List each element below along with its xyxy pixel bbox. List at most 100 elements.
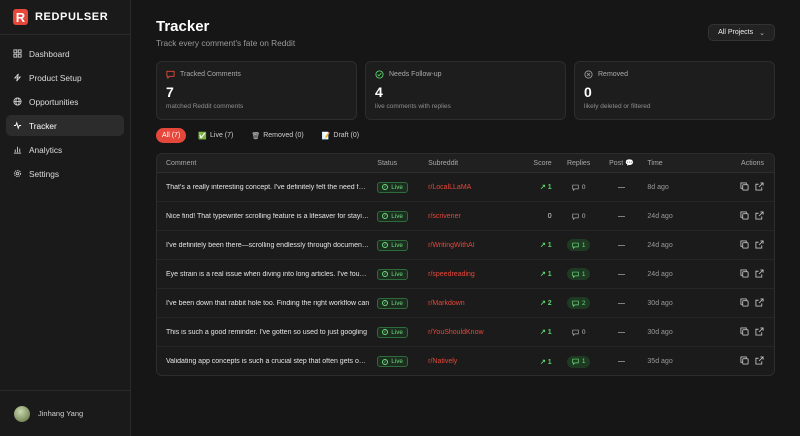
brand[interactable]: R REDPULSER	[0, 0, 130, 35]
sidebar-item-analytics[interactable]: Analytics	[6, 139, 124, 160]
copy-icon[interactable]	[740, 356, 749, 365]
status-label: Live	[391, 299, 403, 307]
arrow-up-right-icon: ↗	[539, 300, 548, 307]
external-link-icon[interactable]	[755, 239, 764, 249]
comment-text[interactable]: Nice find! That typewriter scrolling fea…	[166, 212, 378, 220]
replies-badge[interactable]: 2	[566, 297, 591, 309]
time-ago: 24d ago	[647, 212, 673, 220]
sidebar-item-product-setup[interactable]: Product Setup	[6, 67, 124, 88]
external-link-icon[interactable]	[755, 268, 764, 278]
subreddit-link[interactable]: r/YouShouldKnow	[428, 328, 484, 336]
user-profile[interactable]: Jinhang Yang	[0, 390, 130, 436]
copy-icon[interactable]	[740, 268, 749, 278]
copy-icon[interactable]	[740, 239, 749, 249]
replies-badge[interactable]: 0	[567, 181, 591, 193]
subreddit-link[interactable]: r/Markdown	[428, 299, 465, 307]
filter-label: All (7)	[162, 132, 181, 139]
replies-badge[interactable]: 0	[567, 210, 591, 222]
copy-icon[interactable]	[740, 210, 749, 220]
comment-text[interactable]: I've been down that rabbit hole too. Fin…	[166, 299, 370, 307]
main-content: Tracker Track every comment's fate on Re…	[131, 0, 800, 436]
post-value: —	[617, 183, 625, 191]
chevron-down-icon: ⌄	[759, 29, 765, 37]
replies-count: 1	[581, 241, 586, 249]
replies-badge[interactable]: 1	[566, 239, 591, 251]
sidebar-item-opportunities[interactable]: Opportunities	[6, 91, 124, 112]
table-row[interactable]: That's a really interesting concept. I'v…	[157, 173, 774, 202]
sidebar-item-dashboard[interactable]: Dashboard	[6, 43, 124, 64]
filter-tabs: All (7) ✅ Live (7) 🗑 Removed (0) 📝 Draft (0)	[156, 128, 365, 143]
sidebar-item-label: Tracker	[29, 120, 57, 131]
external-link-icon[interactable]	[755, 210, 764, 220]
bolt-icon	[13, 73, 22, 82]
filter-tab-removed[interactable]: 🗑 Removed (0)	[245, 128, 309, 143]
header-replies[interactable]: Replies	[566, 159, 591, 167]
live-check-icon: ✓	[382, 271, 389, 277]
comment-text[interactable]: Eye strain is a real issue when diving i…	[166, 270, 378, 278]
subreddit-link[interactable]: r/scrivener	[428, 212, 461, 220]
replies-badge[interactable]: 1	[566, 268, 591, 280]
score-value: 2	[547, 300, 552, 307]
external-link-icon[interactable]	[755, 297, 764, 307]
external-link-icon[interactable]	[755, 181, 764, 191]
header-post[interactable]: Post 💬	[609, 160, 634, 167]
table-row[interactable]: I've definitely been there—scrolling end…	[157, 231, 774, 260]
header-score[interactable]: Score	[533, 159, 552, 167]
copy-icon[interactable]	[740, 181, 749, 191]
comment-text[interactable]: I've definitely been there—scrolling end…	[166, 241, 377, 249]
tracker-table: Comment Status Subreddit Score Replies P…	[156, 153, 775, 376]
replies-badge[interactable]: 0	[567, 326, 591, 338]
status-badge: ✓ Live	[377, 326, 408, 338]
post-value: —	[617, 212, 625, 220]
page-subtitle: Track every comment's fate on Reddit	[156, 38, 296, 48]
message-icon	[572, 271, 582, 278]
post-value: —	[617, 299, 625, 307]
subreddit-link[interactable]: r/speedreading	[428, 270, 475, 278]
sidebar-item-settings[interactable]: Settings	[6, 163, 124, 184]
copy-icon[interactable]	[740, 297, 749, 307]
external-link-icon[interactable]	[755, 326, 764, 336]
filter-tab-draft[interactable]: 📝 Draft (0)	[316, 128, 365, 143]
dashboard-icon	[13, 49, 22, 58]
card-description: matched Reddit comments	[166, 103, 244, 110]
header-actions: Actions	[741, 159, 764, 167]
sidebar-item-tracker[interactable]: Tracker	[6, 115, 124, 136]
table-row[interactable]: Validating app concepts is such a crucia…	[157, 347, 774, 375]
header-comment[interactable]: Comment	[166, 159, 197, 167]
live-check-icon: ✓	[382, 358, 389, 365]
header-status[interactable]: Status	[377, 159, 398, 167]
filter-icon: ✅	[198, 132, 207, 140]
filter-tab-all[interactable]: All (7)	[156, 128, 187, 143]
subreddit-link[interactable]: r/WritingWithAI	[428, 241, 475, 249]
header-subreddit[interactable]: Subreddit	[428, 159, 459, 167]
sidebar-item-label: Product Setup	[29, 72, 82, 83]
comment-text[interactable]: That's a really interesting concept. I'v…	[166, 183, 377, 191]
time-ago: 30d ago	[647, 299, 673, 307]
comment-text[interactable]: Validating app concepts is such a crucia…	[166, 358, 378, 365]
table-row[interactable]: Nice find! That typewriter scrolling fea…	[157, 202, 774, 231]
subreddit-link[interactable]: r/LocalLLaMA	[428, 183, 472, 191]
arrow-up-right-icon: ↗	[539, 329, 548, 336]
filter-tab-live[interactable]: ✅ Live (7)	[192, 128, 239, 143]
live-check-icon: ✓	[382, 184, 389, 190]
comment-text[interactable]: This is such a good reminder. I've gotte…	[166, 328, 367, 336]
card-title: Needs Follow-up	[389, 71, 442, 78]
table-row[interactable]: I've been down that rabbit hole too. Fin…	[157, 289, 774, 318]
score-value: 0	[547, 212, 552, 220]
header-time[interactable]: Time	[647, 159, 663, 167]
table-row[interactable]: Eye strain is a real issue when diving i…	[157, 260, 774, 289]
replies-badge[interactable]: 1	[566, 355, 591, 368]
copy-icon[interactable]	[740, 326, 749, 336]
external-link-icon[interactable]	[755, 356, 764, 365]
subreddit-link[interactable]: r/Natively	[428, 358, 458, 365]
time-ago: 24d ago	[647, 270, 673, 278]
project-select[interactable]: All Projects ⌄	[708, 24, 775, 41]
sidebar-item-label: Dashboard	[29, 48, 70, 59]
stat-card-tracked-comments: Tracked Comments 7 matched Reddit commen…	[156, 61, 357, 120]
avatar	[14, 405, 30, 422]
sidebar-nav: Dashboard Product Setup Opportunities Track…	[0, 35, 130, 195]
message-icon	[572, 213, 582, 220]
status-badge: ✓ Live	[377, 268, 408, 280]
table-row[interactable]: This is such a good reminder. I've gotte…	[157, 318, 774, 347]
gear-icon	[13, 169, 22, 178]
